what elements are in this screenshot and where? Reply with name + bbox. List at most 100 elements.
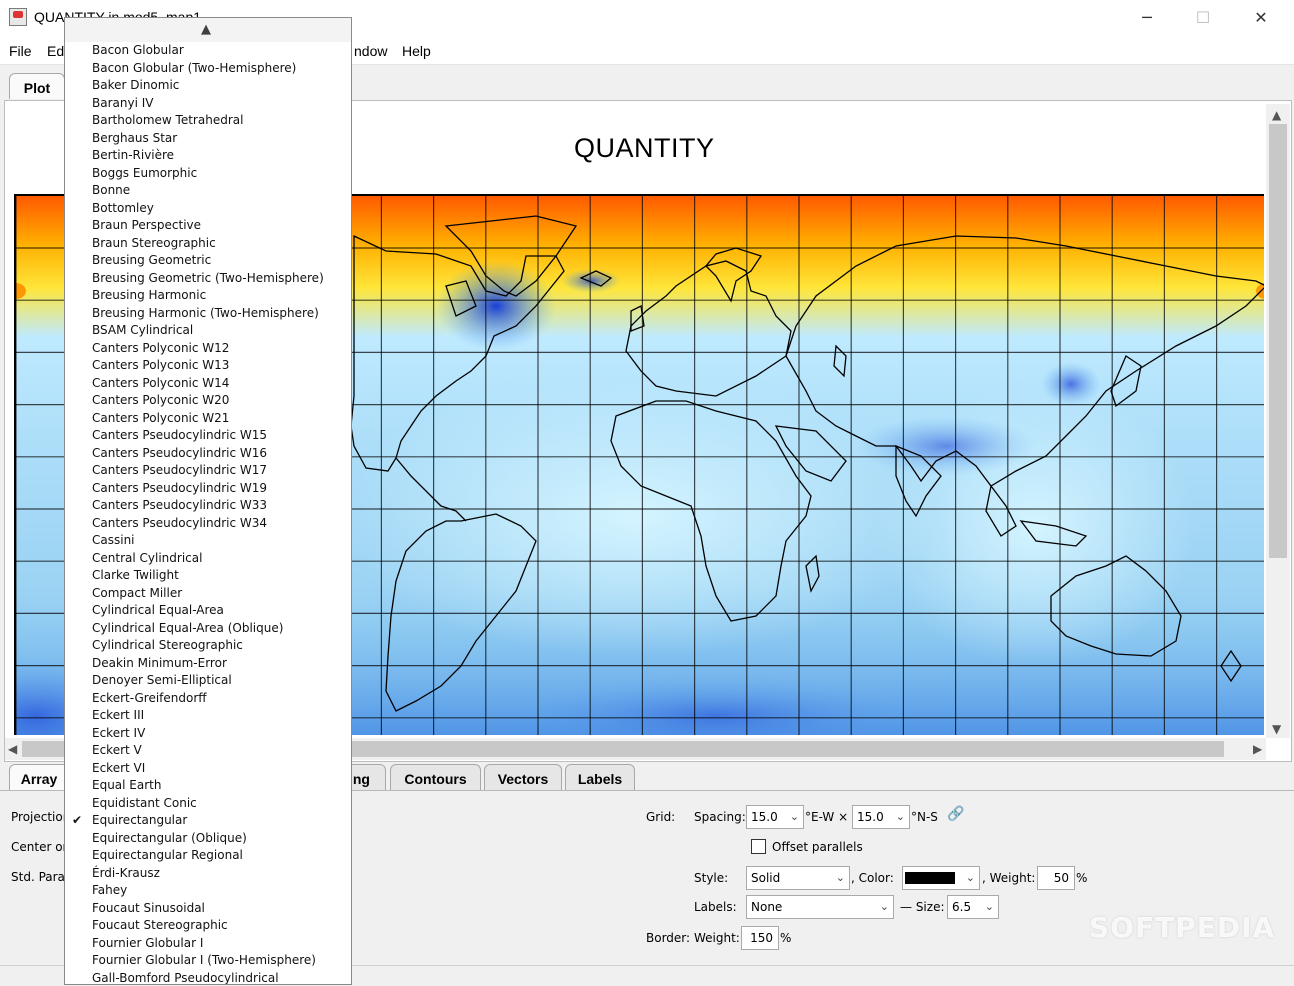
projection-option[interactable]: Compact Miller [65, 585, 351, 603]
projection-option[interactable]: Foucaut Stereographic [65, 917, 351, 935]
style-select[interactable]: Solid ⌄ [746, 866, 850, 890]
tab-labels[interactable]: Labels [565, 764, 635, 790]
projection-option[interactable]: Bartholomew Tetrahedral [65, 112, 351, 130]
projection-option[interactable]: Canters Pseudocylindric W19 [65, 480, 351, 498]
border-weight-input[interactable]: 150 [741, 926, 779, 950]
java-app-icon [9, 8, 27, 26]
menu-edit[interactable]: Ed [47, 43, 65, 59]
projection-option[interactable]: Breusing Harmonic [65, 287, 351, 305]
projection-option[interactable]: Canters Polyconic W21 [65, 410, 351, 428]
spacing-ew-select[interactable]: 15.0 ⌄ [746, 805, 804, 829]
projection-option[interactable]: Foucaut Sinusoidal [65, 900, 351, 918]
projection-option[interactable]: Bacon Globular (Two-Hemisphere) [65, 60, 351, 78]
projection-option[interactable]: Braun Stereographic [65, 235, 351, 253]
border-percent: % [780, 931, 792, 945]
projection-dropdown-list[interactable]: ▲ Bacon Globular Bacon Globular (Two-Hemi… [64, 17, 352, 985]
projection-option[interactable]: Breusing Geometric (Two-Hemisphere) [65, 270, 351, 288]
tab-vectors[interactable]: Vectors [484, 764, 562, 790]
projection-option[interactable]: Canters Polyconic W20 [65, 392, 351, 410]
projection-option[interactable]: Braun Perspective [65, 217, 351, 235]
projection-option[interactable]: Canters Pseudocylindric W15 [65, 427, 351, 445]
size-select[interactable]: 6.5 ⌄ [947, 895, 999, 919]
projection-option-label: Canters Polyconic W21 [92, 410, 230, 425]
projection-option[interactable]: Equal Earth [65, 777, 351, 795]
projection-option[interactable]: Eckert III [65, 707, 351, 725]
projection-option[interactable]: Baker Dinomic [65, 77, 351, 95]
chevron-down-icon: ⌄ [835, 871, 845, 884]
projection-option[interactable]: Canters Pseudocylindric W17 [65, 462, 351, 480]
offset-parallels-checkbox[interactable] [751, 839, 766, 854]
projection-option[interactable]: Canters Polyconic W14 [65, 375, 351, 393]
projection-option[interactable]: Gall-Bomford Pseudocylindrical [65, 970, 351, 985]
projection-option[interactable]: Canters Pseudocylindric W33 [65, 497, 351, 515]
cold-spot-korea [1041, 362, 1101, 406]
coast-japan [1110, 355, 1142, 408]
projection-option[interactable]: Fahey [65, 882, 351, 900]
projection-option[interactable]: Eckert VI [65, 760, 351, 778]
dropdown-scroll-up[interactable]: ▲ [65, 18, 351, 42]
labels-select[interactable]: None ⌄ [746, 895, 894, 919]
menu-window[interactable]: ndow [354, 43, 388, 59]
projection-option[interactable]: Cylindrical Stereographic [65, 637, 351, 655]
projection-option[interactable]: Eckert IV [65, 725, 351, 743]
projection-option[interactable]: Deakin Minimum-Error [65, 655, 351, 673]
projection-option[interactable]: Bertin-Rivière [65, 147, 351, 165]
cold-spot-iceland [561, 269, 621, 293]
projection-option[interactable]: Fournier Globular I [65, 935, 351, 953]
projection-option-label: Canters Pseudocylindric W33 [92, 498, 268, 512]
projection-option[interactable]: Equirectangular (Oblique) [65, 830, 351, 848]
projection-option[interactable]: Eckert-Greifendorff [65, 690, 351, 708]
projection-option[interactable]: Bonne [65, 182, 351, 200]
projection-option[interactable]: Boggs Eumorphic [65, 165, 351, 183]
vertical-scroll-thumb[interactable] [1269, 124, 1287, 558]
projection-option[interactable]: Denoyer Semi-Elliptical [65, 672, 351, 690]
projection-option[interactable]: Berghaus Star [65, 130, 351, 148]
tab-plot[interactable]: Plot [9, 73, 65, 99]
projection-option[interactable]: Canters Pseudocylindric W16 [65, 445, 351, 463]
projection-option[interactable]: Bacon Globular [65, 42, 351, 60]
projection-option[interactable]: ✔ Equirectangular [65, 812, 351, 830]
projection-option[interactable]: Cylindrical Equal-Area [65, 602, 351, 620]
softpedia-watermark: SOFTPEDIA [1089, 911, 1276, 944]
projection-option[interactable]: Fournier Globular I (Two-Hemisphere) [65, 952, 351, 970]
scroll-left-arrow-icon[interactable]: ◀ [8, 742, 18, 756]
projection-option[interactable]: Equidistant Conic [65, 795, 351, 813]
projection-option-label: Bertin-Rivière [92, 148, 175, 162]
projection-option[interactable]: Bottomley [65, 200, 351, 218]
chevron-down-icon: ⌄ [789, 810, 799, 823]
projection-option[interactable]: Equirectangular Regional [65, 847, 351, 865]
tab-contours[interactable]: Contours [390, 764, 481, 790]
projection-option[interactable]: BSAM Cylindrical [65, 322, 351, 340]
link-icon[interactable]: 🔗 [947, 806, 965, 822]
projection-option[interactable]: Canters Polyconic W12 [65, 340, 351, 358]
minimize-button[interactable]: ─ [1142, 8, 1152, 27]
projection-option[interactable]: Canters Polyconic W13 [65, 357, 351, 375]
projection-option-label: Fournier Globular I [92, 935, 204, 950]
projection-option[interactable]: Central Cylindrical [65, 550, 351, 568]
projection-option[interactable]: Canters Pseudocylindric W34 [65, 515, 351, 533]
maximize-button[interactable]: ☐ [1195, 8, 1211, 27]
projection-option-label: Berghaus Star [92, 130, 178, 145]
scroll-up-arrow-icon[interactable]: ▲ [1272, 108, 1282, 122]
projection-option[interactable]: Cylindrical Equal-Area (Oblique) [65, 620, 351, 638]
menu-help[interactable]: Help [402, 43, 431, 59]
projection-option[interactable]: Eckert V [65, 742, 351, 760]
close-button[interactable]: ✕ [1254, 8, 1268, 27]
projection-option[interactable]: Cassini [65, 532, 351, 550]
tab-arrays[interactable]: Array [9, 764, 69, 790]
weight-input[interactable]: 50 [1037, 866, 1075, 890]
projection-option[interactable]: Baranyi IV [65, 95, 351, 113]
projection-option-label: Deakin Minimum-Error [92, 655, 227, 670]
scroll-down-arrow-icon[interactable]: ▼ [1272, 722, 1282, 736]
projection-option-label: Eckert-Greifendorff [92, 690, 207, 705]
spacing-ns-select[interactable]: 15.0 ⌄ [852, 805, 910, 829]
menu-file[interactable]: File [9, 43, 32, 59]
projection-option[interactable]: Érdi-Krausz [65, 865, 351, 883]
projection-option[interactable]: Breusing Harmonic (Two-Hemisphere) [65, 305, 351, 323]
projection-option[interactable]: Breusing Geometric [65, 252, 351, 270]
scroll-right-arrow-icon[interactable]: ▶ [1253, 742, 1263, 756]
projection-option[interactable]: Clarke Twilight [65, 567, 351, 585]
projection-option-label: Breusing Harmonic [92, 288, 207, 302]
coast-africa [610, 400, 812, 622]
coast-arabia [774, 425, 847, 482]
